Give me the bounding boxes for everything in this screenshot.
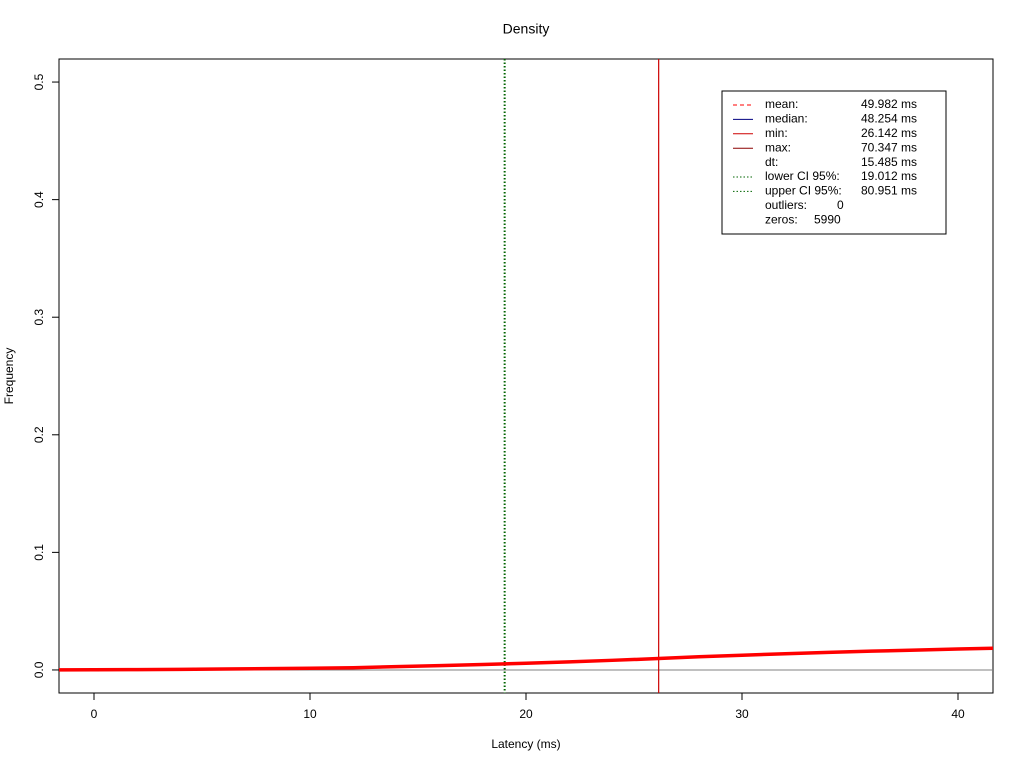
legend-label: lower CI 95%:	[765, 169, 840, 183]
legend-label: mean:	[765, 97, 798, 111]
x-tick-label: 10	[303, 707, 317, 721]
legend-value: 80.951 ms	[861, 184, 917, 198]
legend-value: 19.012 ms	[861, 169, 917, 183]
density-curve	[59, 646, 993, 672]
legend-value: 0	[837, 198, 844, 212]
x-tick-label: 20	[519, 707, 533, 721]
plot-area	[59, 59, 993, 693]
legend-box	[721, 90, 947, 235]
legend-value: 15.485 ms	[861, 155, 917, 169]
legend-value: 49.982 ms	[861, 97, 917, 111]
y-tick-label: 0.3	[32, 309, 46, 326]
legend-value: 70.347 ms	[861, 140, 917, 154]
legend-label: outliers:	[765, 198, 807, 212]
chart-title: Density	[503, 21, 550, 37]
x-tick-label: 0	[91, 707, 98, 721]
legend-value: 26.142 ms	[861, 126, 917, 140]
x-tick-label: 40	[951, 707, 965, 721]
y-tick-label: 0.0	[32, 661, 46, 678]
legend-value: 5990	[814, 212, 841, 226]
legend-value: 48.254 ms	[861, 112, 917, 126]
legend-label: upper CI 95%:	[765, 184, 842, 198]
y-tick-label: 0.1	[32, 544, 46, 561]
y-axis-label: Frequency	[2, 348, 16, 405]
legend-label: dt:	[765, 155, 778, 169]
legend-label: min:	[765, 126, 788, 140]
y-tick-label: 0.5	[32, 73, 46, 90]
legend-label: max:	[765, 140, 791, 154]
y-tick-label: 0.2	[32, 426, 46, 443]
x-tick-label: 30	[735, 707, 749, 721]
legend-label: zeros:	[765, 212, 798, 226]
x-axis-label: Latency (ms)	[491, 737, 560, 751]
y-tick-label: 0.4	[32, 191, 46, 208]
legend-label: median:	[765, 112, 808, 126]
